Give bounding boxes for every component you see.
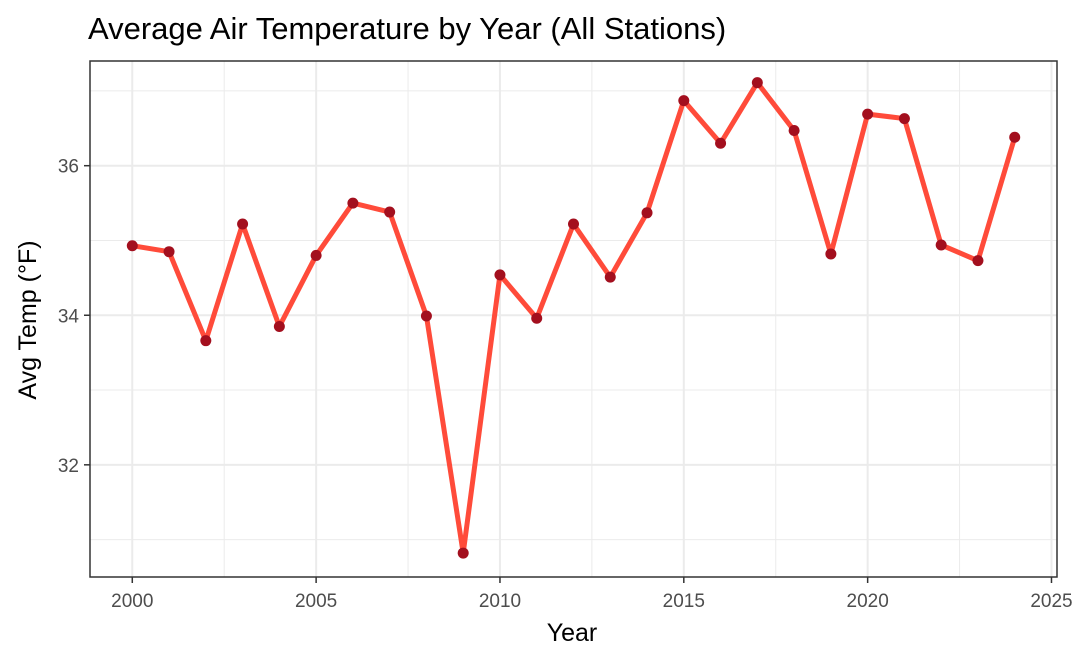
data-point — [347, 197, 359, 209]
x-tick-label: 2025 — [1030, 591, 1072, 612]
data-point — [200, 335, 212, 347]
data-point — [494, 269, 506, 281]
data-point — [568, 218, 579, 230]
x-tick-label: 2005 — [295, 591, 337, 612]
data-point — [384, 206, 396, 218]
y-tick-label: 32 — [58, 456, 79, 477]
y-tick-label: 36 — [58, 157, 79, 178]
minor-gridlines — [90, 61, 1057, 577]
data-point — [310, 249, 322, 261]
data-point — [531, 312, 543, 324]
y-tick-label: 34 — [58, 306, 80, 327]
data-point — [126, 240, 138, 252]
data-point — [237, 218, 249, 230]
data-point — [751, 77, 763, 89]
x-axis: 2000 2005 2010 2015 2020 2025 — [111, 577, 1072, 612]
chart-title: Average Air Temperature by Year (All Sta… — [88, 11, 726, 46]
y-axis: 32 34 36 — [58, 157, 90, 477]
data-point — [641, 207, 653, 219]
series-points — [126, 77, 1021, 559]
panel-border — [89, 60, 1058, 578]
y-axis-title: Avg Temp (°F) — [14, 240, 42, 399]
major-gridlines — [90, 61, 1057, 577]
data-point — [715, 137, 727, 149]
data-point — [457, 547, 469, 559]
data-point — [898, 113, 910, 125]
data-point — [420, 310, 432, 322]
x-axis-title: Year — [547, 619, 598, 647]
x-tick-label: 2015 — [663, 591, 705, 612]
data-point — [972, 255, 984, 267]
data-point — [825, 248, 837, 260]
data-point — [862, 108, 874, 120]
x-tick-label: 2020 — [847, 591, 889, 612]
data-point — [788, 125, 800, 137]
plot-panel — [89, 60, 1058, 578]
data-point — [163, 246, 175, 258]
panel-background — [90, 61, 1057, 577]
x-tick-label: 2010 — [479, 591, 521, 612]
data-point — [273, 320, 285, 332]
x-tick-label: 2000 — [111, 591, 153, 612]
data-point — [604, 271, 616, 283]
data-point — [1009, 131, 1021, 143]
data-point — [678, 95, 690, 107]
data-point — [935, 239, 947, 251]
